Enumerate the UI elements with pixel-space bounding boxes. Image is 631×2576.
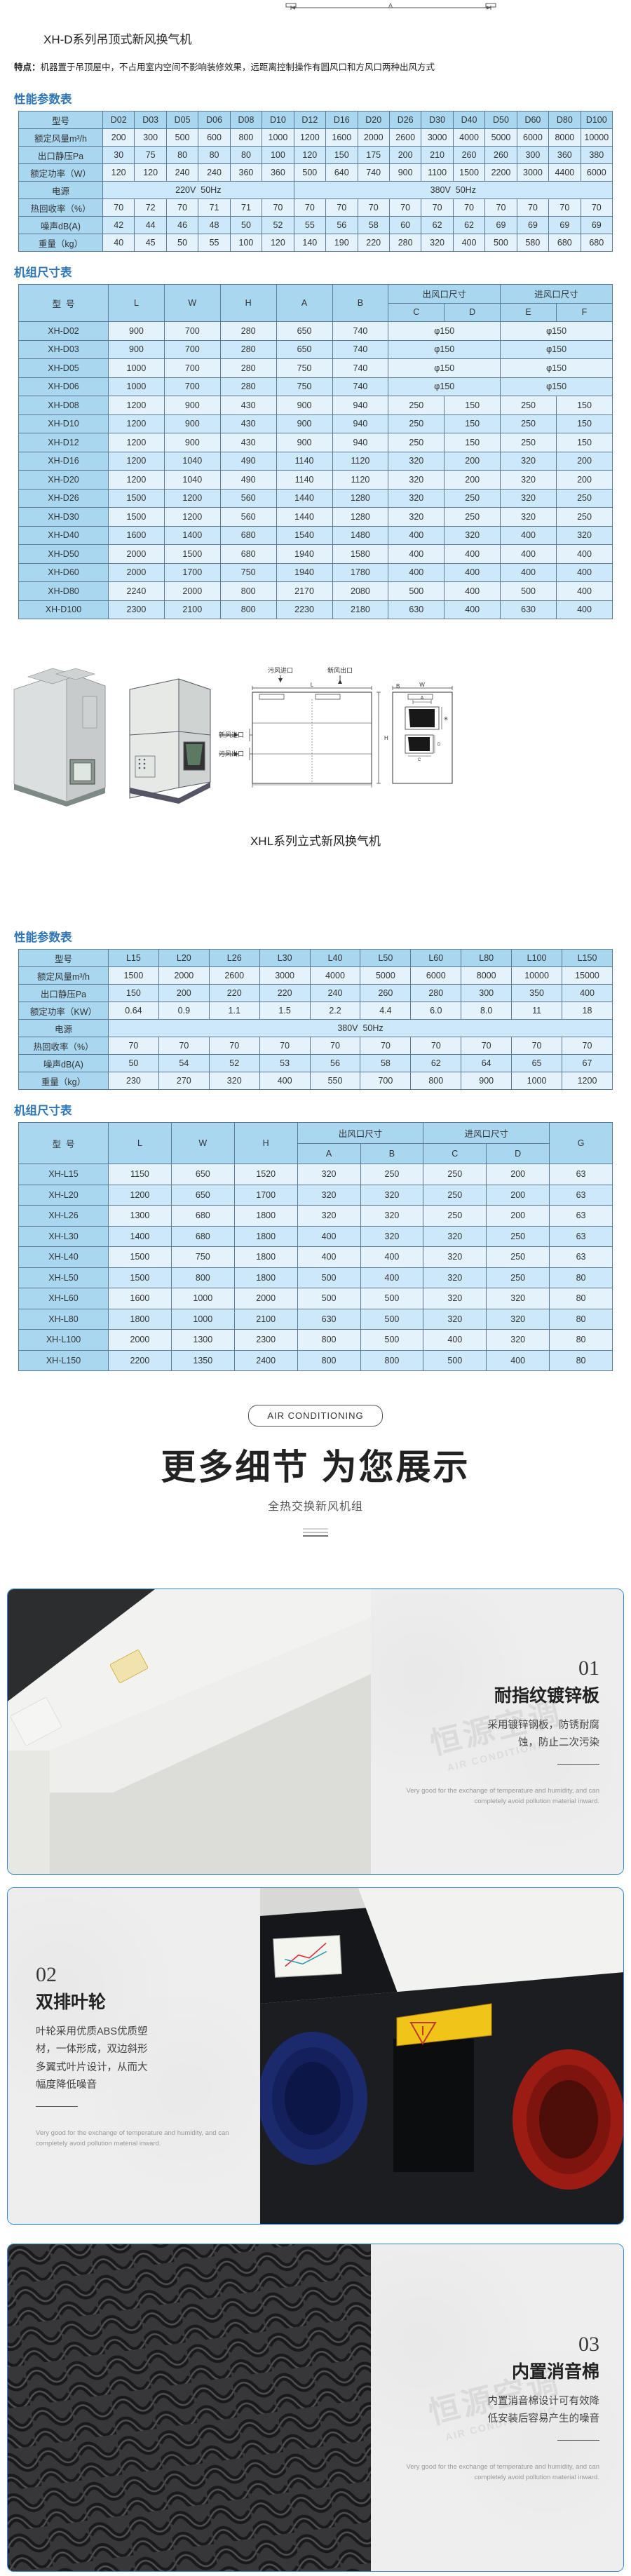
svg-text:H: H: [384, 735, 388, 741]
svg-text:W: W: [419, 682, 425, 688]
svg-text:污风进口: 污风进口: [268, 666, 293, 674]
svg-text:D: D: [437, 743, 441, 747]
svg-text:L: L: [311, 682, 314, 688]
svg-text:新风出口: 新风出口: [327, 666, 353, 674]
svg-text:A: A: [421, 696, 424, 701]
svg-text:C: C: [418, 758, 421, 762]
svg-text:A: A: [388, 2, 393, 9]
svg-text:B: B: [396, 683, 400, 689]
svg-text:B: B: [445, 717, 448, 722]
